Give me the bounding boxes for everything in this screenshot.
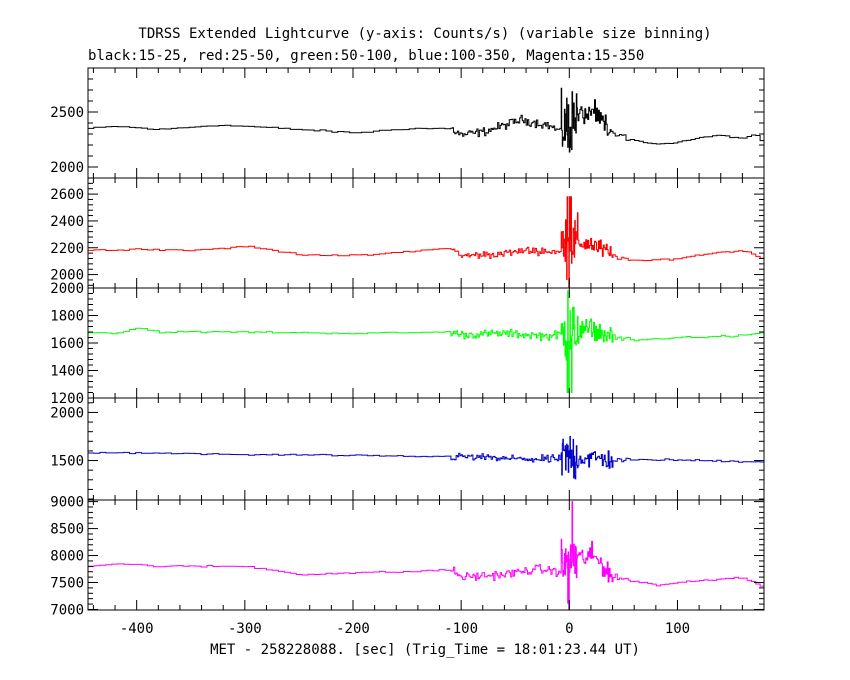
y-tick-label-black: 2500 bbox=[50, 105, 84, 121]
panel-frame-red bbox=[87, 177, 765, 289]
panel-frame-blue bbox=[87, 397, 765, 501]
panel-frame-green bbox=[87, 287, 765, 399]
y-tick-label-red: 2200 bbox=[50, 241, 84, 257]
series-line-magenta bbox=[88, 501, 764, 610]
panel-magenta: 7000 7500 8000 8500 9000 bbox=[50, 495, 765, 618]
panel-black: 2000 2500 bbox=[50, 67, 765, 179]
y-tick-label-magenta: 8500 bbox=[50, 522, 84, 538]
panel-blue: 1500 2000 bbox=[50, 397, 765, 501]
y-tick-label-black: 2000 bbox=[50, 160, 84, 176]
panels: 2000 2500 2000 2200 2400 2600 1200 1400 1600 1800… bbox=[50, 67, 765, 618]
chart-title: TDRSS Extended Lightcurve (y-axis: Count… bbox=[138, 26, 711, 42]
y-tick-label-red: 2000 bbox=[50, 268, 84, 284]
y-tick-label-blue: 1500 bbox=[50, 454, 84, 470]
panel-red: 2000 2200 2400 2600 bbox=[50, 177, 765, 289]
x-tick-label: 100 bbox=[665, 621, 690, 637]
chart-subtitle: black:15-25, red:25-50, green:50-100, bl… bbox=[88, 48, 644, 64]
x-tick-label: -400 bbox=[120, 621, 154, 637]
y-tick-label-magenta: 7500 bbox=[50, 576, 84, 592]
x-tick-label: -300 bbox=[228, 621, 262, 637]
y-tick-label-magenta: 7000 bbox=[50, 602, 84, 618]
x-axis: -400 -300 -200 -100 0 100 bbox=[120, 621, 690, 637]
panel-frame-magenta bbox=[87, 499, 765, 611]
x-tick-label: -100 bbox=[444, 621, 478, 637]
y-tick-label-green: 1600 bbox=[50, 336, 84, 352]
x-tick-label: 0 bbox=[565, 621, 573, 637]
y-tick-label-red: 2400 bbox=[50, 214, 84, 230]
y-tick-label-blue: 2000 bbox=[50, 405, 84, 421]
series-line-black bbox=[88, 87, 764, 153]
series-line-blue bbox=[88, 436, 764, 480]
panel-green: 1200 1400 1600 1800 2000 bbox=[50, 281, 765, 407]
y-tick-label-green: 1200 bbox=[50, 391, 84, 407]
x-tick-label: -200 bbox=[336, 621, 370, 637]
x-axis-label: MET - 258228088. [sec] (Trig_Time = 18:0… bbox=[210, 642, 640, 658]
y-tick-label-magenta: 8000 bbox=[50, 549, 84, 565]
y-tick-label-red: 2600 bbox=[50, 187, 84, 203]
y-tick-label-green: 1800 bbox=[50, 309, 84, 325]
panel-frame-black bbox=[87, 67, 765, 179]
y-tick-label-green: 2000 bbox=[50, 281, 84, 297]
y-tick-label-green: 1400 bbox=[50, 364, 84, 380]
series-line-green bbox=[88, 290, 764, 393]
series-line-red bbox=[88, 196, 764, 288]
y-tick-label-magenta: 9000 bbox=[50, 495, 84, 511]
